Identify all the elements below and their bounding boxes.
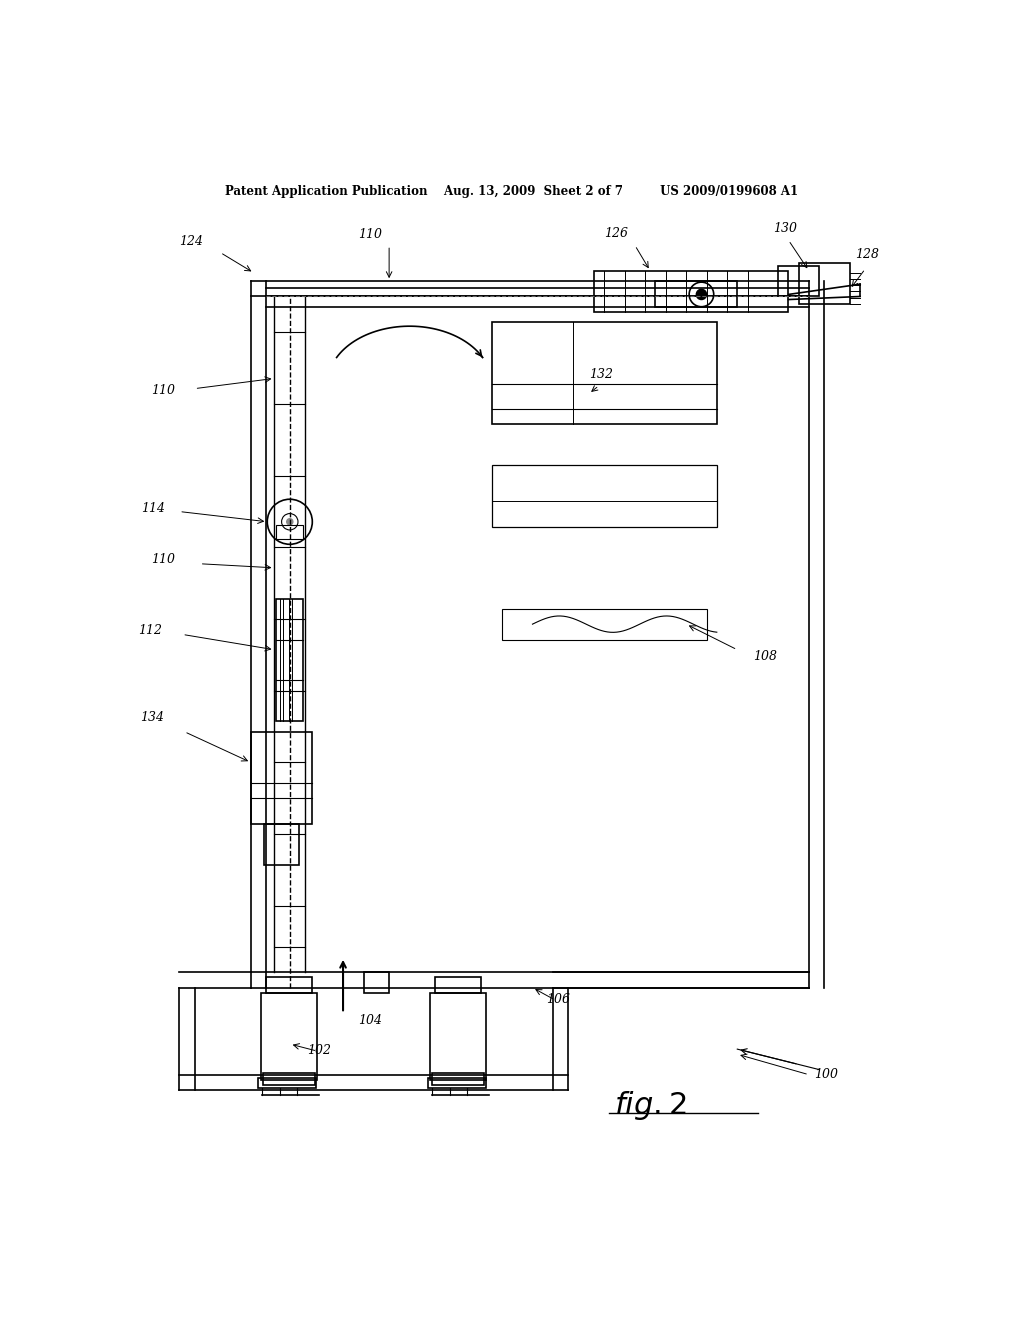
Text: 102: 102 <box>307 1044 331 1057</box>
Text: $\mathit{fig. 2}$: $\mathit{fig. 2}$ <box>614 1089 687 1122</box>
Text: 108: 108 <box>753 649 776 663</box>
Bar <box>435 977 481 993</box>
Text: 110: 110 <box>152 384 175 397</box>
Text: 100: 100 <box>814 1068 838 1081</box>
Text: 128: 128 <box>855 248 879 260</box>
Circle shape <box>287 519 293 525</box>
Text: 130: 130 <box>773 222 797 235</box>
Bar <box>276 598 303 722</box>
Bar <box>258 1078 316 1088</box>
Bar <box>655 281 737 306</box>
Bar <box>276 525 303 539</box>
Text: 112: 112 <box>138 624 162 638</box>
Text: 132: 132 <box>589 368 612 381</box>
Bar <box>364 973 389 993</box>
Circle shape <box>696 289 707 300</box>
Text: 126: 126 <box>604 227 628 240</box>
Text: 106: 106 <box>546 993 569 1006</box>
Bar <box>266 977 312 993</box>
Text: 110: 110 <box>358 228 382 242</box>
Text: 104: 104 <box>358 1014 382 1027</box>
Bar <box>799 263 850 304</box>
Text: 110: 110 <box>152 553 175 566</box>
Text: Patent Application Publication    Aug. 13, 2009  Sheet 2 of 7         US 2009/01: Patent Application Publication Aug. 13, … <box>225 185 799 198</box>
Text: 124: 124 <box>179 235 203 248</box>
Bar <box>263 1073 315 1085</box>
Bar <box>430 993 486 1080</box>
Text: 114: 114 <box>141 502 165 515</box>
Bar <box>432 1073 484 1085</box>
Bar <box>251 731 312 824</box>
Text: 134: 134 <box>140 711 164 725</box>
Bar <box>778 265 819 297</box>
Bar <box>428 1078 486 1088</box>
Bar <box>264 824 299 865</box>
Bar <box>261 993 317 1080</box>
Bar <box>492 466 717 527</box>
Bar <box>502 609 707 639</box>
Bar <box>594 271 788 312</box>
Bar <box>492 322 717 425</box>
